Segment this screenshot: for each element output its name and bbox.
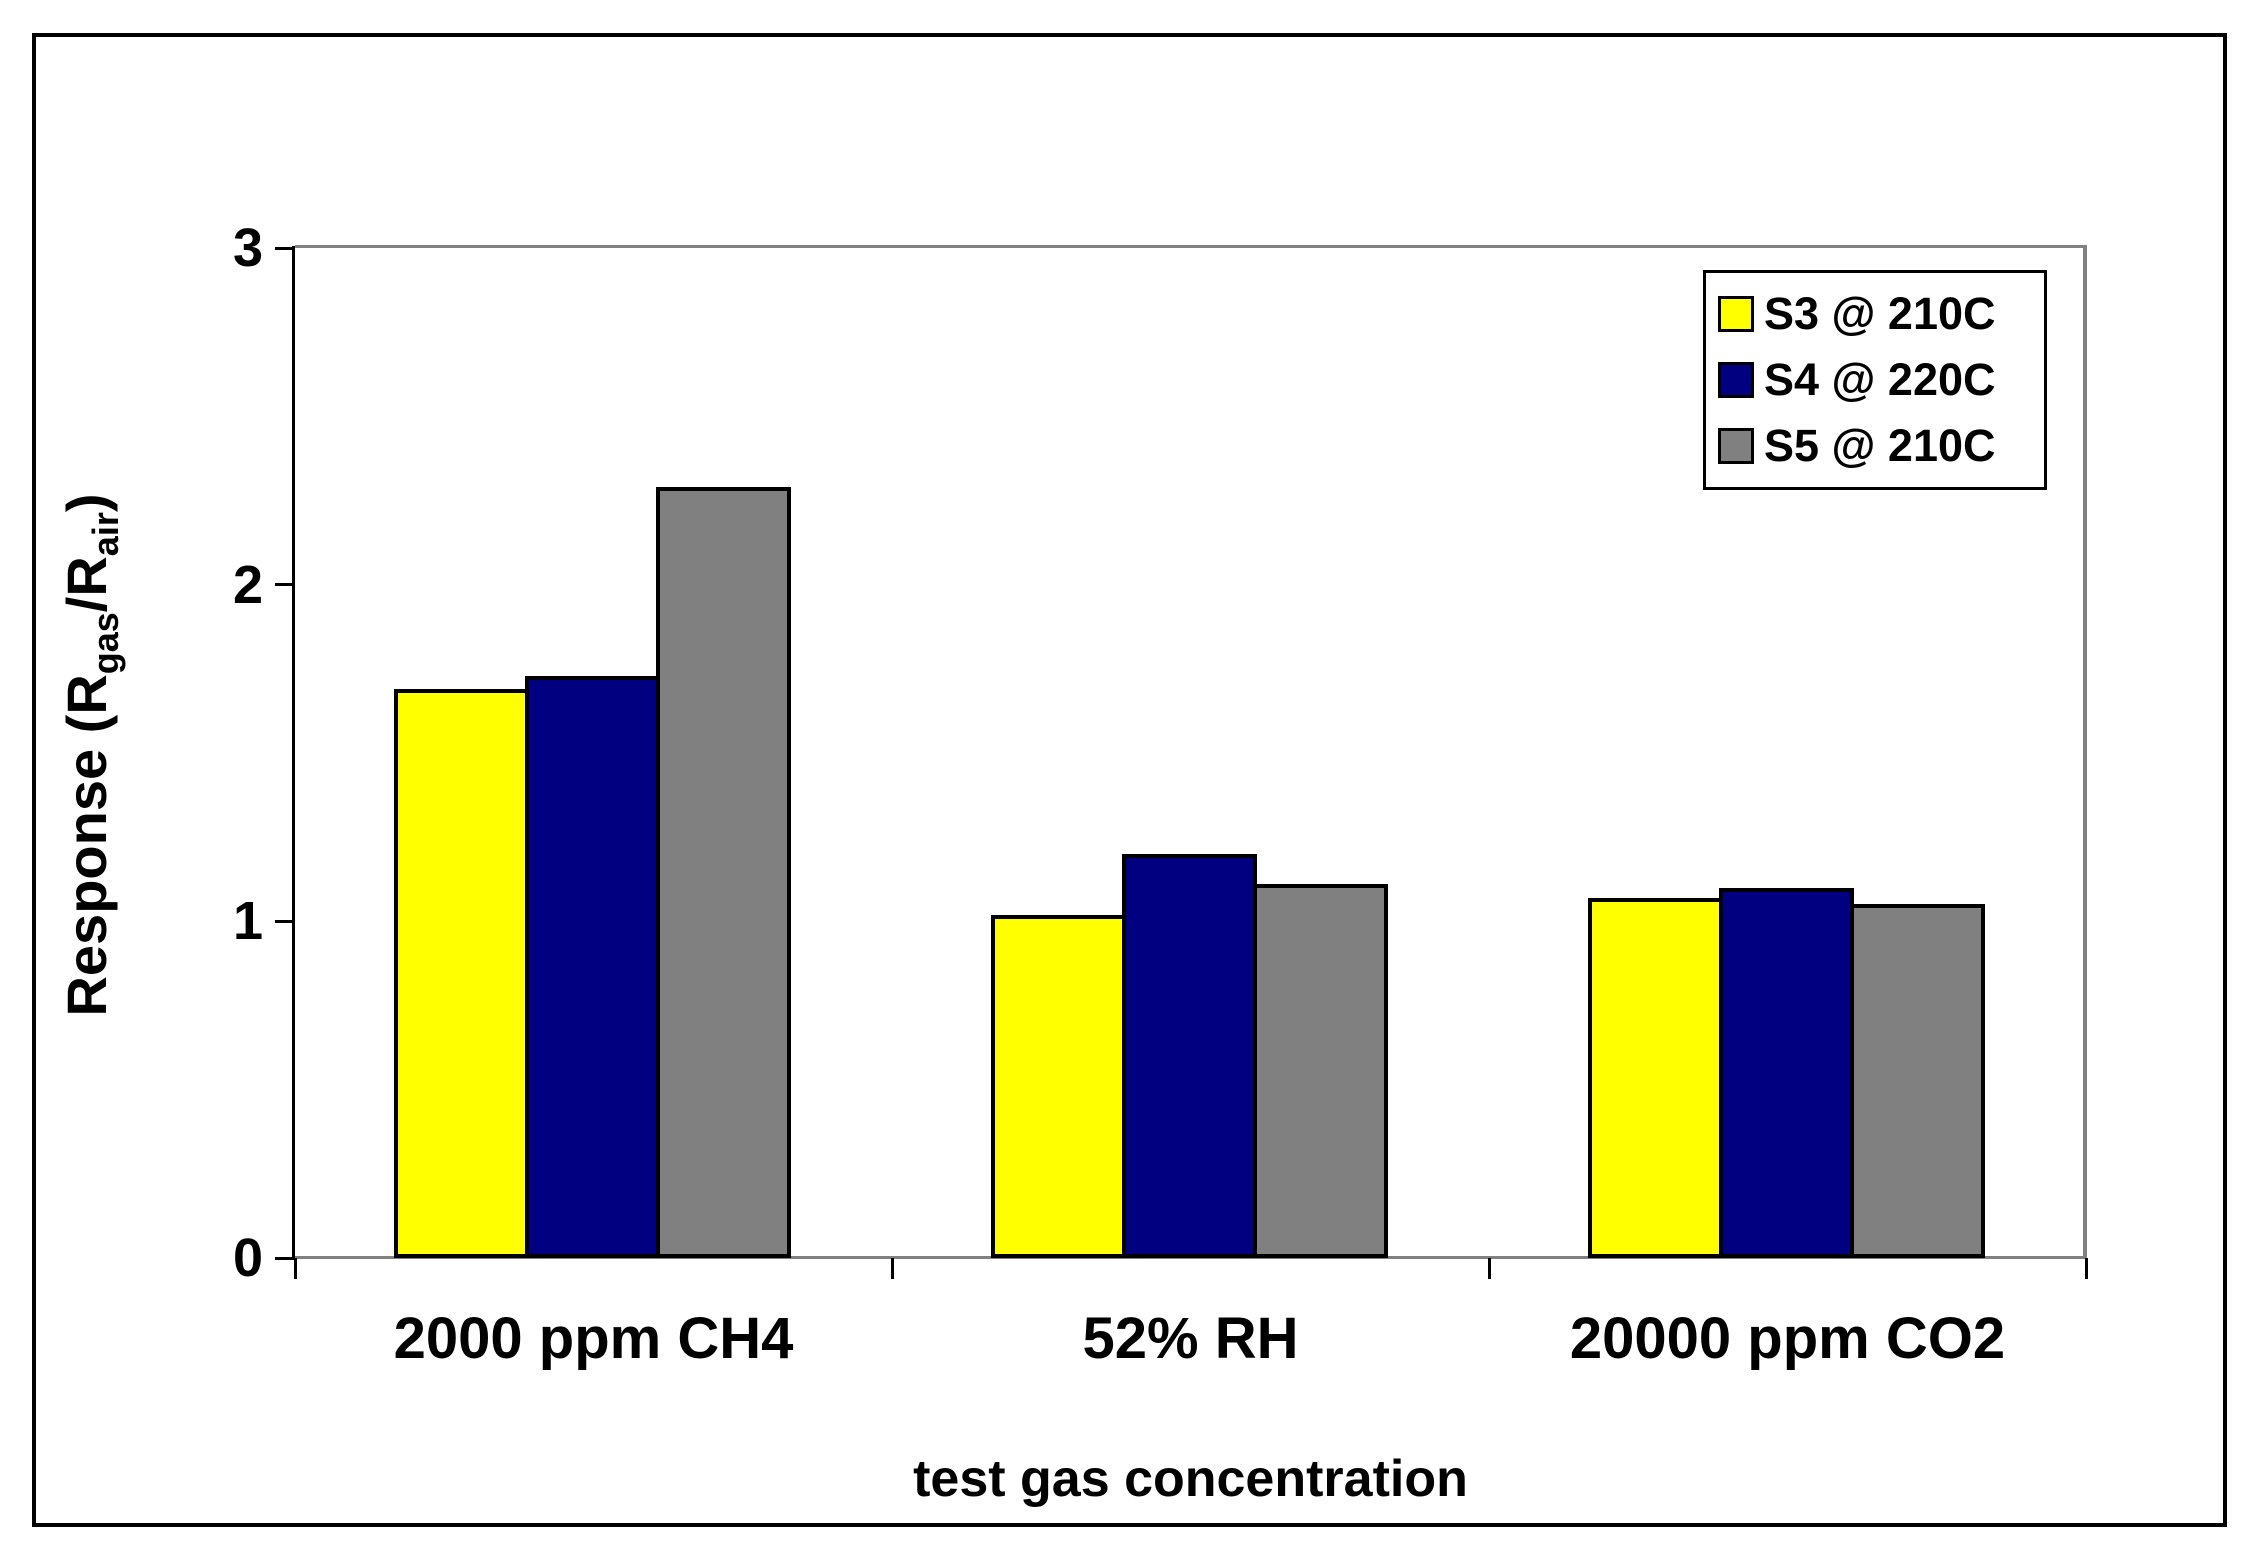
y-tick-label-0: 0: [232, 1228, 263, 1288]
bar-s3-2000-ppm-ch4: [394, 689, 530, 1258]
x-tick-label-co2: 20000 ppm CO2: [1569, 1306, 2006, 1371]
bar-group-1: [394, 487, 792, 1258]
legend: S3 @ 210C S4 @ 220C S5 @ 210C: [1703, 270, 2047, 490]
legend-item-s3: S3 @ 210C: [1718, 289, 2044, 339]
bar-s3-52-rh: [991, 915, 1127, 1258]
x-tick-boundary-3: [2084, 1258, 2088, 1279]
legend-swatch-s5: [1718, 428, 1754, 464]
plot-border-top: [295, 245, 2087, 248]
x-tick-label-rh: 52% RH: [1082, 1306, 1299, 1371]
x-tick-boundary-0: [293, 1258, 297, 1279]
bar-s5-20000-ppm-co2: [1850, 904, 1986, 1258]
legend-item-s5: S5 @ 210C: [1718, 421, 2044, 471]
x-axis-title: test gas concentration: [913, 1450, 1468, 1508]
y-title-part: Response (R: [55, 674, 118, 1017]
y-tick-2: [275, 583, 295, 587]
y-title-subscript-air: air: [85, 512, 126, 557]
bar-s4-2000-ppm-ch4: [525, 676, 661, 1258]
bar-s4-52-rh: [1122, 854, 1258, 1258]
y-tick-1: [275, 919, 295, 923]
plot-area: [295, 248, 2086, 1258]
bar-s5-52-rh: [1253, 884, 1389, 1258]
y-title-part: ): [55, 493, 118, 513]
bar-s4-20000-ppm-co2: [1719, 888, 1855, 1258]
legend-item-s4: S4 @ 220C: [1718, 355, 2044, 405]
y-tick-0: [275, 1256, 295, 1260]
legend-swatch-s3: [1718, 296, 1754, 332]
y-tick-label-3: 3: [232, 218, 263, 278]
bar-s5-2000-ppm-ch4: [656, 487, 792, 1258]
y-title-part: /R: [55, 556, 118, 613]
x-tick-boundary-1: [890, 1258, 894, 1279]
y-tick-label-2: 2: [232, 554, 263, 615]
y-tick-3: [275, 246, 295, 250]
y-tick-label-1: 1: [232, 891, 263, 952]
x-tick-boundary-2: [1487, 1258, 1491, 1279]
bar-group-3: [1588, 888, 1986, 1258]
legend-label-s4: S4 @ 220C: [1764, 354, 1996, 405]
bar-s3-20000-ppm-co2: [1588, 898, 1724, 1258]
bar-group-2: [991, 854, 1389, 1258]
x-tick-label-ch4: 2000 ppm CH4: [393, 1306, 794, 1371]
y-title-subscript-gas: gas: [85, 612, 126, 675]
y-axis-line: [292, 246, 295, 1259]
legend-swatch-s4: [1718, 362, 1754, 398]
y-axis-title: Response (Rgas/Rair): [55, 455, 126, 1055]
legend-label-s3: S3 @ 210C: [1764, 288, 1996, 339]
legend-label-s5: S5 @ 210C: [1764, 420, 1996, 471]
plot-border-right: [2083, 245, 2087, 1259]
